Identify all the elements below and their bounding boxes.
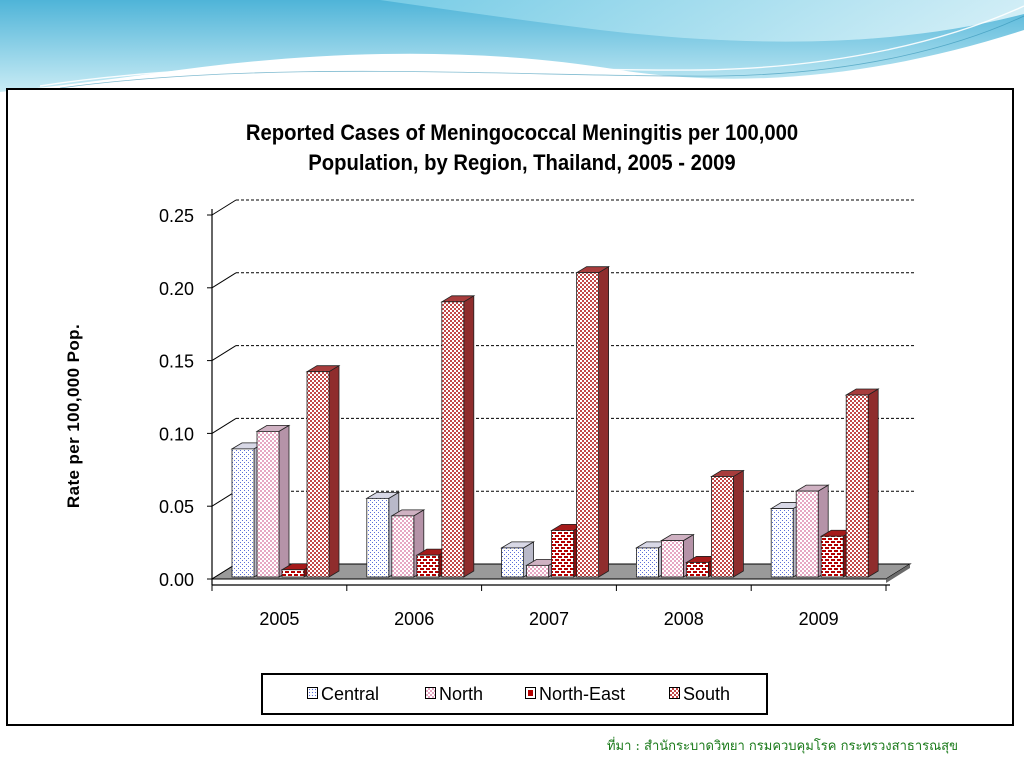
legend-item-north: North bbox=[425, 684, 483, 704]
bar-front bbox=[795, 490, 819, 578]
chart-back-wall bbox=[211, 199, 914, 580]
legend-swatch-north bbox=[425, 687, 436, 700]
legend-label: South bbox=[683, 684, 731, 704]
bar-south-2005 bbox=[305, 364, 341, 578]
bar-front bbox=[501, 547, 525, 578]
bar-front bbox=[231, 448, 255, 578]
bar-south-2008 bbox=[709, 469, 745, 578]
bar-front bbox=[391, 515, 415, 578]
chart-plot: 0.00 0.05 0.10 0.15 0.20 0.25 2005 2006 2007 2008… bbox=[159, 199, 914, 629]
bar-side bbox=[598, 265, 609, 578]
bar-front bbox=[686, 562, 709, 578]
legend-swatch-north-east bbox=[525, 687, 536, 700]
bar-front bbox=[576, 272, 599, 578]
bar-north-2009 bbox=[794, 484, 830, 578]
y-tick-label: 0.00 bbox=[159, 570, 194, 590]
bar-front bbox=[281, 569, 305, 578]
legend-swatch-south bbox=[669, 687, 680, 700]
bar-side bbox=[867, 388, 879, 578]
chart-title-line-2: Population, by Region, Thailand, 2005 - … bbox=[308, 150, 736, 175]
legend-item-south: South bbox=[669, 684, 730, 704]
header-wave-highlight bbox=[380, 0, 1024, 42]
x-tick-label: 2007 bbox=[529, 609, 569, 629]
bar-north-2005 bbox=[255, 424, 291, 578]
legend-label: Central bbox=[321, 684, 380, 704]
wall-edge-line bbox=[211, 345, 237, 362]
header-wave-line bbox=[59, 15, 1024, 89]
chart-axes bbox=[207, 209, 890, 591]
bar-front bbox=[845, 394, 869, 578]
source-note: ที่มา : สำนักระบาดวิทยา กรมควบคุมโรค กระ… bbox=[606, 739, 958, 754]
bar-front bbox=[820, 535, 844, 578]
x-tick-label: 2009 bbox=[799, 609, 839, 629]
legend-item-north-east: North-East bbox=[525, 684, 625, 704]
bar-south-2006 bbox=[440, 295, 476, 578]
bar-side bbox=[463, 295, 475, 578]
y-axis-label: Rate per 100,000 Pop. bbox=[64, 323, 83, 509]
legend-label: North-East bbox=[539, 684, 626, 704]
chart-floor-edge bbox=[886, 564, 910, 583]
bar-front bbox=[256, 430, 280, 578]
y-tick-label: 0.15 bbox=[159, 352, 194, 372]
header-wave-line bbox=[39, 5, 1024, 87]
chart-legend: Central North North-East South bbox=[261, 673, 768, 715]
bar-front bbox=[661, 540, 684, 578]
y-tick-label: 0.10 bbox=[159, 424, 194, 444]
chart-bars bbox=[230, 265, 880, 578]
wall-edge-line bbox=[211, 417, 237, 434]
bar-front bbox=[551, 530, 574, 578]
chart-tick-labels: 0.00 0.05 0.10 0.15 0.20 0.25 2005 2006 2007 2008… bbox=[159, 206, 839, 629]
chart-title: Reported Cases of Meningococcal Meningit… bbox=[180, 118, 864, 178]
bar-side bbox=[278, 424, 290, 578]
x-tick-label: 2008 bbox=[664, 609, 704, 629]
wall-edge-line bbox=[211, 199, 237, 216]
x-tick-label: 2006 bbox=[394, 609, 434, 629]
legend-label: North bbox=[439, 684, 484, 704]
y-tick-label: 0.25 bbox=[159, 206, 194, 226]
x-tick-label: 2005 bbox=[259, 609, 299, 629]
legend-swatch-central bbox=[307, 687, 318, 700]
y-tick-label: 0.05 bbox=[159, 497, 194, 517]
bar-front bbox=[770, 508, 794, 578]
wall-edge-line bbox=[211, 272, 237, 289]
bar-front bbox=[441, 301, 465, 578]
y-tick-label: 0.20 bbox=[159, 279, 194, 299]
bar-side bbox=[328, 364, 340, 578]
bar-south-2009 bbox=[844, 388, 880, 578]
bar-side bbox=[733, 469, 744, 578]
bar-south-2007 bbox=[575, 265, 611, 578]
legend-item-central: Central bbox=[307, 684, 379, 704]
chart-title-line-1: Reported Cases of Meningococcal Meningit… bbox=[245, 120, 799, 145]
bar-front bbox=[306, 371, 330, 578]
bar-front bbox=[366, 497, 390, 578]
bar-front bbox=[526, 564, 549, 578]
bar-front bbox=[711, 476, 734, 578]
bar-front bbox=[416, 554, 440, 578]
bar-central-2007 bbox=[500, 541, 536, 578]
bar-north-2006 bbox=[390, 509, 426, 578]
bar-front bbox=[636, 547, 659, 578]
